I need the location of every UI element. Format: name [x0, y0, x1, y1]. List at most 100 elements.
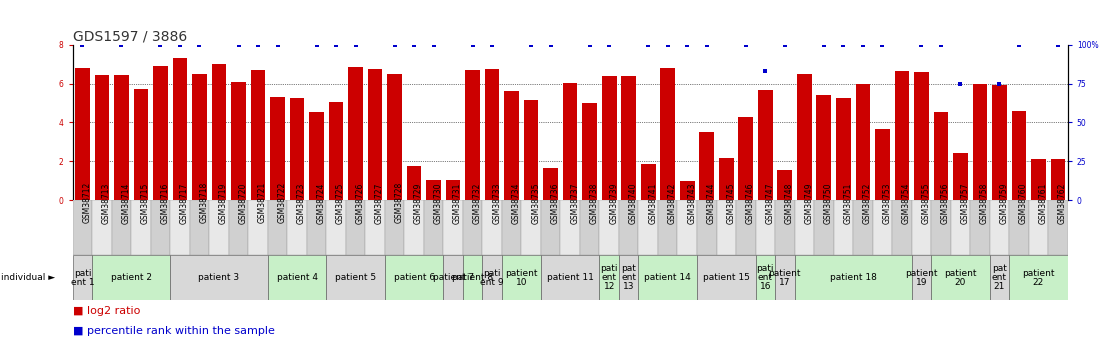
Bar: [482, 200, 502, 255]
Text: patient 3: patient 3: [198, 273, 239, 282]
Point: [229, 42, 247, 48]
Point: [464, 42, 482, 48]
Text: GSM38747: GSM38747: [766, 182, 775, 224]
Bar: [599, 255, 619, 300]
Bar: [385, 255, 444, 300]
Text: patient 8: patient 8: [452, 273, 493, 282]
Bar: [426, 180, 440, 200]
Bar: [931, 255, 989, 300]
Bar: [619, 200, 638, 255]
Bar: [777, 170, 793, 200]
Text: GSM38737: GSM38737: [570, 182, 579, 224]
Text: GSM38729: GSM38729: [414, 182, 423, 224]
Point: [190, 42, 208, 48]
Bar: [719, 158, 733, 200]
Text: GSM38738: GSM38738: [589, 182, 599, 224]
Text: GSM38755: GSM38755: [921, 182, 930, 224]
Point: [580, 42, 598, 48]
Bar: [248, 200, 268, 255]
Text: GSM38754: GSM38754: [902, 182, 911, 224]
Bar: [329, 102, 343, 200]
Bar: [560, 200, 580, 255]
Text: patient 2: patient 2: [111, 273, 152, 282]
Text: pat
ent
13: pat ent 13: [622, 264, 636, 291]
Bar: [775, 255, 795, 300]
Bar: [114, 75, 129, 200]
Bar: [855, 84, 870, 200]
Bar: [151, 200, 170, 255]
Bar: [973, 84, 987, 200]
Bar: [95, 75, 110, 200]
Text: GSM38741: GSM38741: [648, 182, 657, 224]
Point: [659, 42, 676, 48]
Bar: [756, 200, 775, 255]
Text: pati
ent
12: pati ent 12: [600, 264, 618, 291]
Point: [347, 42, 364, 48]
Text: GSM38758: GSM38758: [979, 182, 989, 224]
Text: GDS1597 / 3886: GDS1597 / 3886: [73, 30, 187, 44]
Bar: [385, 200, 405, 255]
Point: [405, 42, 423, 48]
Bar: [562, 83, 578, 200]
Bar: [192, 74, 207, 200]
Text: patient 5: patient 5: [335, 273, 376, 282]
Bar: [290, 98, 304, 200]
Bar: [345, 200, 366, 255]
Point: [386, 42, 404, 48]
Bar: [1010, 255, 1068, 300]
Bar: [348, 67, 363, 200]
Text: GSM38751: GSM38751: [843, 182, 852, 224]
Text: pati
ent 1: pati ent 1: [70, 269, 94, 287]
Bar: [931, 200, 950, 255]
Bar: [1049, 200, 1068, 255]
Text: GSM38719: GSM38719: [219, 182, 228, 224]
Text: patient
19: patient 19: [906, 269, 938, 287]
Bar: [619, 255, 638, 300]
Bar: [992, 85, 1006, 200]
Bar: [310, 112, 324, 200]
Text: GSM38734: GSM38734: [512, 182, 521, 224]
Text: patient 4: patient 4: [276, 273, 318, 282]
Bar: [211, 64, 226, 200]
Bar: [407, 166, 421, 200]
Text: GSM38720: GSM38720: [238, 182, 247, 224]
Bar: [268, 200, 287, 255]
Bar: [582, 103, 597, 200]
Bar: [229, 200, 248, 255]
Bar: [580, 200, 599, 255]
Bar: [697, 255, 756, 300]
Bar: [170, 255, 268, 300]
Point: [249, 42, 267, 48]
Bar: [231, 82, 246, 200]
Text: GSM38714: GSM38714: [122, 182, 131, 224]
Bar: [601, 76, 616, 200]
Bar: [444, 200, 463, 255]
Bar: [638, 255, 697, 300]
Bar: [736, 200, 756, 255]
Bar: [678, 200, 697, 255]
Text: GSM38713: GSM38713: [102, 182, 111, 224]
Bar: [268, 255, 326, 300]
Bar: [92, 255, 170, 300]
Bar: [172, 58, 188, 200]
Point: [425, 42, 443, 48]
Text: GSM38716: GSM38716: [161, 182, 170, 224]
Text: GSM38715: GSM38715: [141, 182, 150, 224]
Bar: [485, 69, 500, 200]
Bar: [853, 200, 872, 255]
Text: GSM38726: GSM38726: [356, 182, 364, 224]
Bar: [131, 200, 151, 255]
Point: [483, 42, 501, 48]
Bar: [756, 255, 775, 300]
Bar: [814, 200, 834, 255]
Text: pati
ent
16: pati ent 16: [757, 264, 774, 291]
Text: GSM38723: GSM38723: [297, 182, 306, 224]
Text: GSM38736: GSM38736: [551, 182, 560, 224]
Point: [873, 42, 891, 48]
Point: [639, 42, 657, 48]
Point: [834, 42, 852, 48]
Text: GSM38725: GSM38725: [337, 182, 345, 224]
Text: GSM38761: GSM38761: [1039, 182, 1048, 224]
Bar: [700, 132, 714, 200]
Bar: [75, 68, 89, 200]
